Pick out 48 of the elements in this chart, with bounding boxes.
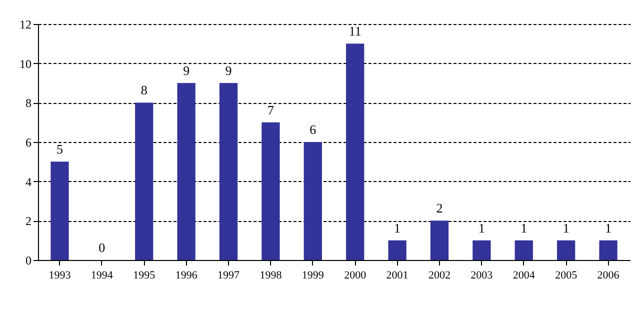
data-label: 6 xyxy=(310,122,317,137)
data-label: 5 xyxy=(56,142,63,157)
data-label: 7 xyxy=(267,102,274,118)
x-tick-label: 2006 xyxy=(597,270,620,282)
data-label: 1 xyxy=(562,220,570,236)
x-tick-label: 1999 xyxy=(302,270,324,282)
bar xyxy=(177,83,196,260)
bar xyxy=(599,240,618,260)
bar xyxy=(346,44,364,260)
y-tick-label: 4 xyxy=(26,174,32,189)
y-tick-label: 8 xyxy=(26,96,32,110)
x-tick-label: 2005 xyxy=(555,270,578,282)
data-label: 9 xyxy=(183,63,190,78)
x-tick-label: 1996 xyxy=(175,270,198,282)
data-label: 2 xyxy=(436,200,443,216)
y-tick-label: 0 xyxy=(26,254,32,268)
x-tick-label: 2001 xyxy=(386,270,408,282)
y-tick-label: 10 xyxy=(20,56,32,71)
bar xyxy=(262,122,280,260)
data-label: 1 xyxy=(478,220,485,236)
bar xyxy=(514,240,533,260)
x-tick-label: 1994 xyxy=(90,270,114,282)
x-tick-label: 1995 xyxy=(133,270,156,282)
bar xyxy=(388,240,406,260)
bar xyxy=(135,102,154,260)
x-tick-label: 2004 xyxy=(512,270,536,282)
x-tick-label: 2000 xyxy=(344,270,367,282)
data-label: 11 xyxy=(348,24,362,39)
bar xyxy=(304,142,322,260)
y-tick-label: 2 xyxy=(26,214,32,228)
x-tick-label: 1998 xyxy=(260,270,282,282)
bar xyxy=(472,240,491,260)
x-tick-label: 2002 xyxy=(428,270,450,282)
x-tick-label: 1997 xyxy=(218,270,240,282)
data-label: 9 xyxy=(225,63,232,78)
x-tick-label: 1993 xyxy=(48,270,72,282)
bar xyxy=(50,162,69,260)
bar xyxy=(557,240,576,260)
data-label: 8 xyxy=(140,82,148,98)
data-label: 1 xyxy=(520,220,528,236)
y-tick-label: 6 xyxy=(26,136,32,150)
bar xyxy=(219,83,238,260)
bar xyxy=(430,220,449,260)
data-label: 0 xyxy=(98,240,106,255)
data-label: 1 xyxy=(394,220,401,236)
y-tick-label: 12 xyxy=(20,18,32,32)
data-label: 1 xyxy=(605,220,612,236)
x-tick-label: 2003 xyxy=(470,270,494,282)
